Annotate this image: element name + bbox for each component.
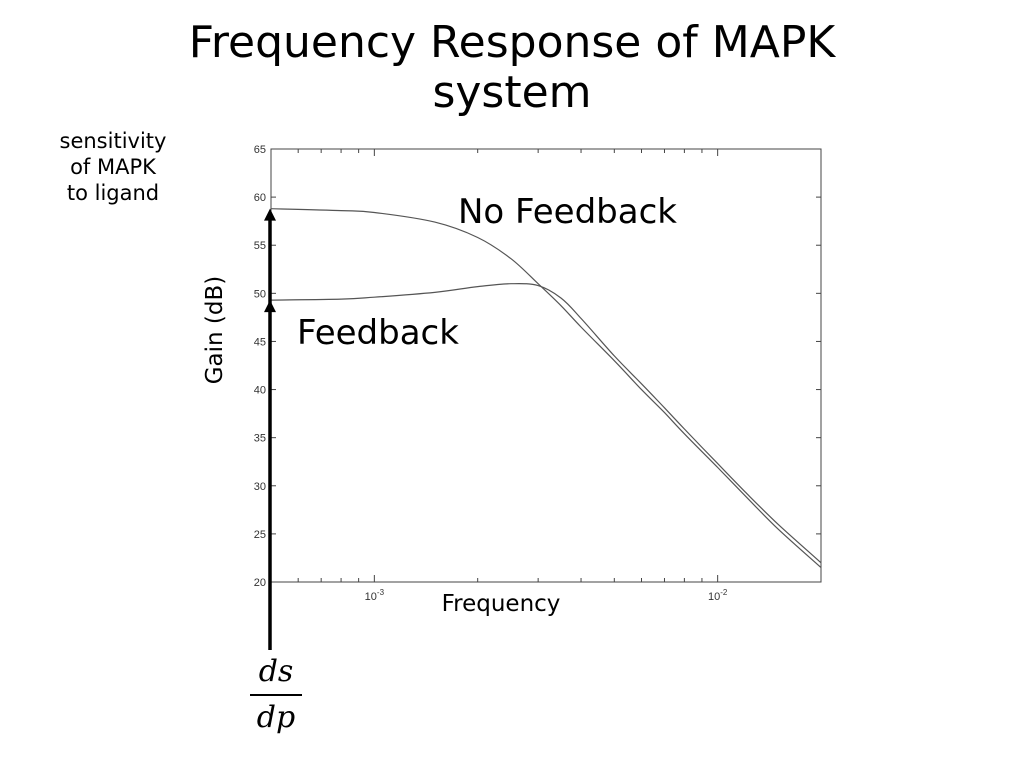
y-tick-label: 35 <box>254 433 266 445</box>
series-label-feedback: Feedback <box>297 313 459 353</box>
series-label-no-feedback: No Feedback <box>458 192 677 232</box>
slide-title-line1: Frequency Response of MAPK <box>188 17 836 68</box>
chart-curves <box>270 208 822 569</box>
sensitivity-note: sensitivity of MAPK to ligand <box>38 128 188 206</box>
y-tick-label: 65 <box>254 144 266 156</box>
arrow-head-no-feedback <box>264 208 276 221</box>
slide-title-line2: system <box>432 67 592 118</box>
x-tick-label: 10-3 <box>365 588 385 603</box>
curve-no-feedback <box>270 208 822 569</box>
y-tick-label: 45 <box>254 336 266 348</box>
arrow-head-feedback <box>264 300 276 313</box>
y-axis-title: Gain (dB) <box>202 276 228 385</box>
ds-dp-fraction: ds dp <box>250 652 302 738</box>
fraction-numerator: ds <box>258 654 294 689</box>
y-tick-label: 40 <box>254 385 266 397</box>
sensitivity-note-line2: of MAPK <box>70 155 156 179</box>
y-tick-label: 25 <box>254 529 266 541</box>
sensitivity-note-line3: to ligand <box>66 181 160 205</box>
slide-title: Frequency Response of MAPK system <box>0 18 1024 118</box>
fraction-denominator: dp <box>256 700 296 735</box>
sensitivity-arrow <box>264 208 276 650</box>
x-axis-title: Frequency <box>442 591 561 617</box>
curve-feedback <box>270 283 822 564</box>
y-tick-label: 20 <box>254 577 266 589</box>
y-axis-ticks: 20 25 30 35 40 45 50 55 60 65 <box>254 144 821 589</box>
y-tick-label: 60 <box>254 192 266 204</box>
sensitivity-note-line1: sensitivity <box>59 129 167 153</box>
y-tick-label: 30 <box>254 481 266 493</box>
y-tick-label: 50 <box>254 288 266 300</box>
y-tick-label: 55 <box>254 240 266 252</box>
x-tick-label: 10-2 <box>708 588 728 603</box>
x-axis-ticks: 10-3 10-2 <box>270 149 822 603</box>
fraction-bar <box>250 694 302 696</box>
